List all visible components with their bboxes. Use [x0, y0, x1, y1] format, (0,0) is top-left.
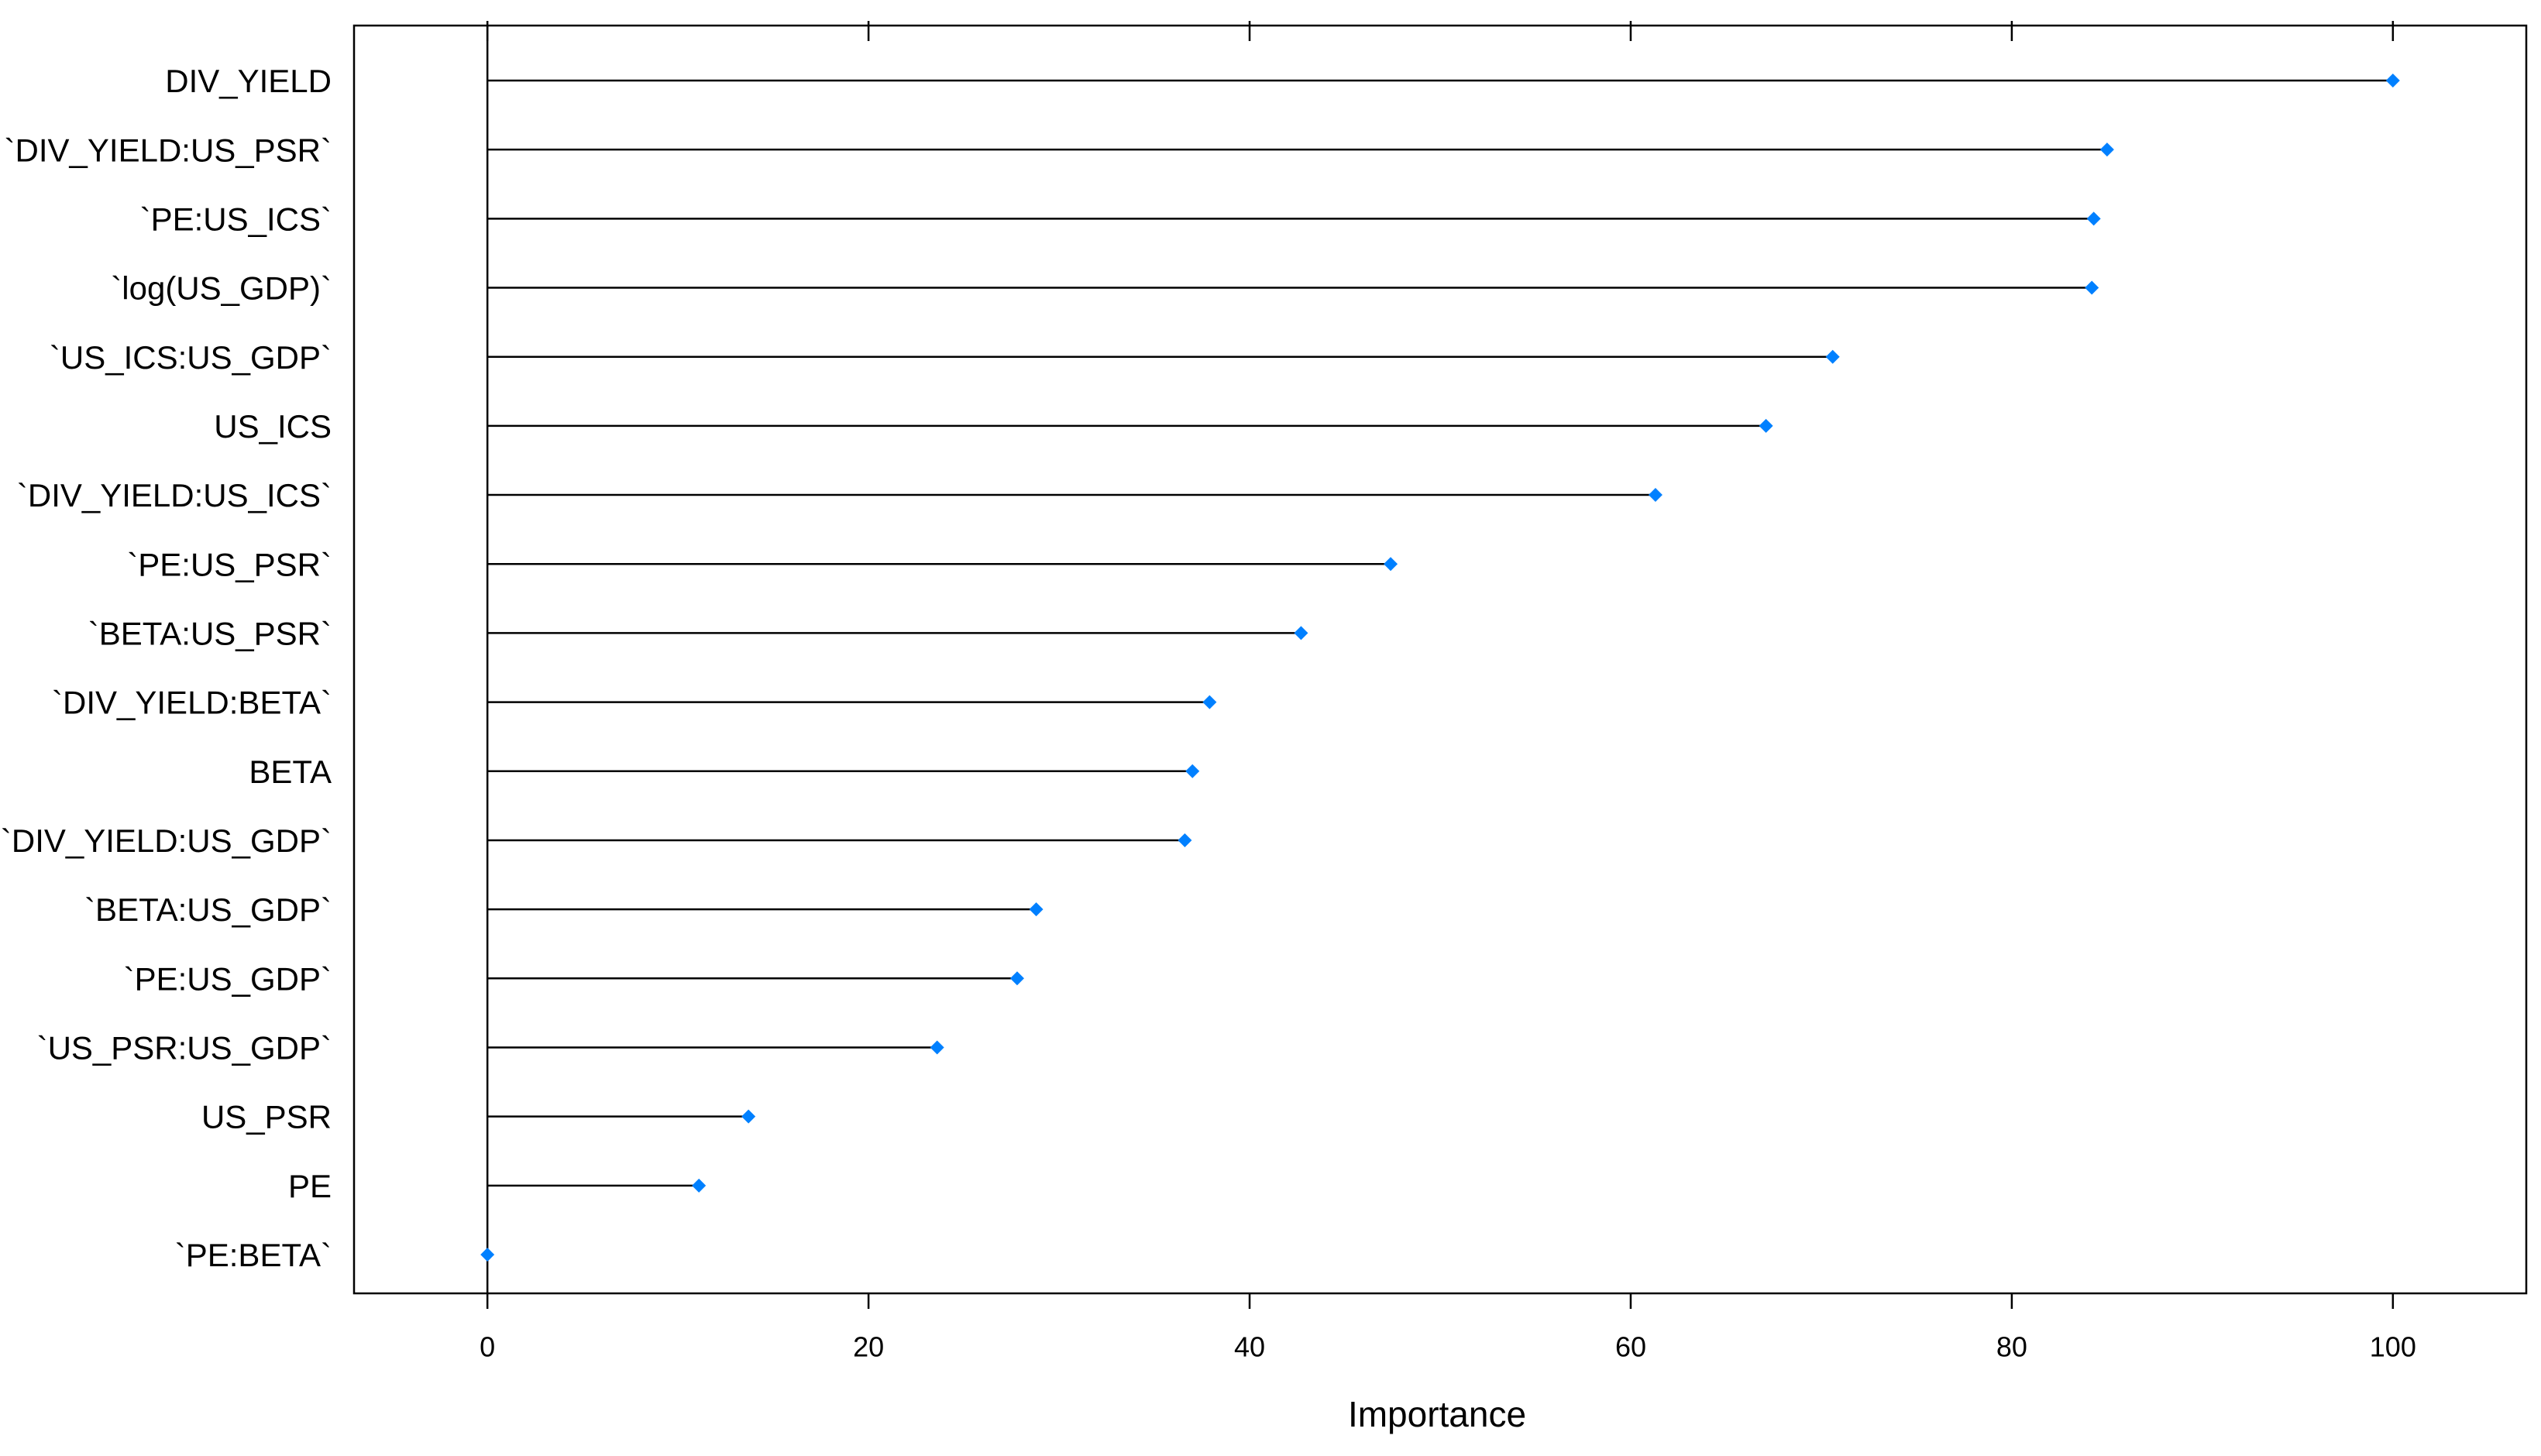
- lollipop-point: [741, 1109, 756, 1124]
- y-tick-label: `DIV_YIELD:US_GDP`: [1, 822, 332, 859]
- plot-frame: [352, 24, 2528, 1295]
- y-tick-label: `US_PSR:US_GDP`: [37, 1030, 332, 1066]
- x-tick-label: 20: [853, 1331, 884, 1363]
- lollipop-point: [1029, 902, 1044, 917]
- lollipop-point: [1648, 488, 1662, 503]
- lollipop-point: [692, 1178, 707, 1193]
- x-tick-label: 80: [1996, 1331, 2027, 1363]
- lollipop-point: [1294, 626, 1308, 640]
- y-tick-label: US_ICS: [214, 408, 332, 445]
- y-tick-label: BETA: [249, 754, 332, 790]
- lollipop-point: [1009, 971, 1024, 986]
- lollipop-point: [1178, 833, 1192, 847]
- y-tick-label: PE: [288, 1168, 332, 1204]
- lollipop-point: [1825, 349, 1840, 364]
- y-tick-label: `DIV_YIELD:US_ICS`: [17, 477, 332, 513]
- x-tick-label: 0: [480, 1331, 495, 1363]
- x-tick-label: 40: [1234, 1331, 1265, 1363]
- y-tick-label: `BETA:US_PSR`: [88, 616, 332, 652]
- lollipop-point: [930, 1040, 944, 1055]
- x-tick-label: 60: [1615, 1331, 1646, 1363]
- y-tick-label: `PE:BETA`: [175, 1237, 332, 1273]
- y-tick-label: `PE:US_ICS`: [140, 201, 332, 237]
- lollipop-point: [2099, 143, 2114, 157]
- y-tick-label: `DIV_YIELD:US_PSR`: [5, 132, 332, 168]
- y-tick-label: `BETA:US_GDP`: [84, 891, 332, 928]
- y-tick-label: `PE:US_GDP`: [124, 960, 332, 997]
- x-tick-label: 100: [2370, 1331, 2416, 1363]
- lollipop-point: [480, 1248, 495, 1262]
- x-axis-label: Importance: [1348, 1394, 1526, 1434]
- y-tick-label: `log(US_GDP)`: [111, 270, 332, 307]
- lollipop-point: [1185, 764, 1200, 778]
- lollipop-point: [1384, 557, 1398, 572]
- lollipop-point: [2086, 211, 2101, 226]
- y-tick-label: `DIV_YIELD:BETA`: [52, 685, 332, 721]
- y-tick-label: US_PSR: [201, 1099, 332, 1135]
- lollipop-point: [1759, 418, 1773, 433]
- lollipop-point: [1202, 695, 1217, 709]
- y-tick-label: `PE:US_PSR`: [127, 546, 332, 582]
- lollipop-point: [2385, 74, 2400, 88]
- lollipop-point: [2085, 280, 2099, 295]
- y-tick-label: DIV_YIELD: [165, 63, 332, 99]
- y-tick-label: `US_ICS:US_GDP`: [50, 339, 332, 376]
